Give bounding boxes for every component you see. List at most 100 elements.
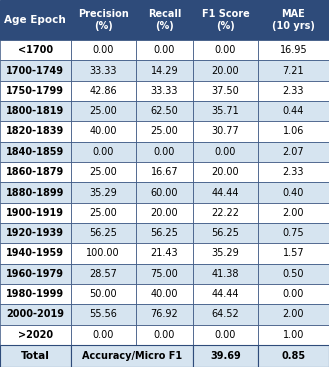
Bar: [71, 121, 136, 142]
Text: 62.50: 62.50: [150, 106, 178, 116]
Bar: [258, 223, 329, 243]
Text: 1960-1979: 1960-1979: [6, 269, 64, 279]
Bar: [71, 182, 136, 203]
Bar: [71, 325, 136, 345]
Text: 39.69: 39.69: [210, 351, 241, 361]
Bar: [0, 223, 71, 243]
Text: Recall
(%): Recall (%): [148, 9, 181, 31]
Text: 14.29: 14.29: [151, 65, 178, 76]
Text: 0.00: 0.00: [92, 147, 114, 157]
Text: 0.00: 0.00: [215, 330, 236, 340]
Bar: [258, 121, 329, 142]
Bar: [136, 264, 193, 284]
Bar: [136, 182, 193, 203]
Text: Total: Total: [21, 351, 50, 361]
Text: 40.00: 40.00: [89, 127, 117, 137]
Bar: [193, 162, 258, 182]
Bar: [0, 284, 71, 304]
Bar: [136, 101, 193, 121]
Bar: [0, 203, 71, 223]
Bar: [193, 121, 258, 142]
Text: 1940-1959: 1940-1959: [6, 248, 64, 258]
Text: 33.33: 33.33: [151, 86, 178, 96]
Text: 20.00: 20.00: [151, 208, 178, 218]
Bar: [258, 142, 329, 162]
Bar: [258, 243, 329, 264]
Text: <1700: <1700: [18, 45, 53, 55]
Text: 1.00: 1.00: [283, 330, 304, 340]
Text: 50.00: 50.00: [89, 289, 117, 299]
Bar: [258, 203, 329, 223]
Bar: [193, 284, 258, 304]
Bar: [193, 81, 258, 101]
Bar: [71, 243, 136, 264]
Bar: [0, 81, 71, 101]
Text: 25.00: 25.00: [150, 127, 178, 137]
Text: 0.00: 0.00: [92, 330, 114, 340]
Text: 2.00: 2.00: [283, 208, 304, 218]
Bar: [0, 121, 71, 142]
Text: 41.38: 41.38: [212, 269, 239, 279]
Bar: [71, 223, 136, 243]
Bar: [193, 304, 258, 325]
Text: 0.44: 0.44: [283, 106, 304, 116]
Bar: [193, 264, 258, 284]
Text: 0.85: 0.85: [281, 351, 306, 361]
Bar: [71, 40, 136, 60]
Text: 1840-1859: 1840-1859: [6, 147, 64, 157]
Text: 2.00: 2.00: [283, 309, 304, 320]
Text: 35.29: 35.29: [212, 248, 240, 258]
Text: 20.00: 20.00: [212, 167, 239, 177]
Bar: [71, 60, 136, 81]
Text: 1860-1879: 1860-1879: [6, 167, 64, 177]
Bar: [258, 304, 329, 325]
Bar: [258, 162, 329, 182]
Bar: [193, 223, 258, 243]
Bar: [258, 0, 329, 40]
Text: 25.00: 25.00: [89, 106, 117, 116]
Text: 25.00: 25.00: [89, 208, 117, 218]
Bar: [136, 40, 193, 60]
Bar: [136, 203, 193, 223]
Bar: [71, 304, 136, 325]
Text: 1700-1749: 1700-1749: [6, 65, 64, 76]
Text: Precision
(%): Precision (%): [78, 9, 129, 31]
Text: 37.50: 37.50: [212, 86, 240, 96]
Text: 0.00: 0.00: [92, 45, 114, 55]
Text: 1900-1919: 1900-1919: [6, 208, 64, 218]
Bar: [136, 60, 193, 81]
Bar: [193, 182, 258, 203]
Text: 2000-2019: 2000-2019: [6, 309, 64, 320]
Bar: [258, 40, 329, 60]
Text: 0.50: 0.50: [283, 269, 304, 279]
Text: 76.92: 76.92: [150, 309, 178, 320]
Text: 1750-1799: 1750-1799: [6, 86, 64, 96]
Bar: [193, 345, 258, 367]
Bar: [258, 264, 329, 284]
Text: 1920-1939: 1920-1939: [6, 228, 64, 238]
Text: 16.67: 16.67: [151, 167, 178, 177]
Bar: [136, 243, 193, 264]
Text: 0.00: 0.00: [215, 147, 236, 157]
Text: 30.77: 30.77: [212, 127, 240, 137]
Text: 2.33: 2.33: [283, 167, 304, 177]
Text: 44.44: 44.44: [212, 289, 239, 299]
Bar: [71, 101, 136, 121]
Text: 28.57: 28.57: [89, 269, 117, 279]
Text: 33.33: 33.33: [89, 65, 117, 76]
Bar: [193, 40, 258, 60]
Bar: [258, 182, 329, 203]
Text: 0.00: 0.00: [154, 45, 175, 55]
Text: 56.25: 56.25: [150, 228, 178, 238]
Bar: [193, 142, 258, 162]
Bar: [0, 40, 71, 60]
Text: 40.00: 40.00: [151, 289, 178, 299]
Bar: [0, 345, 71, 367]
Bar: [136, 81, 193, 101]
Text: 1980-1999: 1980-1999: [6, 289, 64, 299]
Bar: [0, 264, 71, 284]
Text: 100.00: 100.00: [86, 248, 120, 258]
Bar: [193, 203, 258, 223]
Bar: [71, 162, 136, 182]
Bar: [193, 325, 258, 345]
